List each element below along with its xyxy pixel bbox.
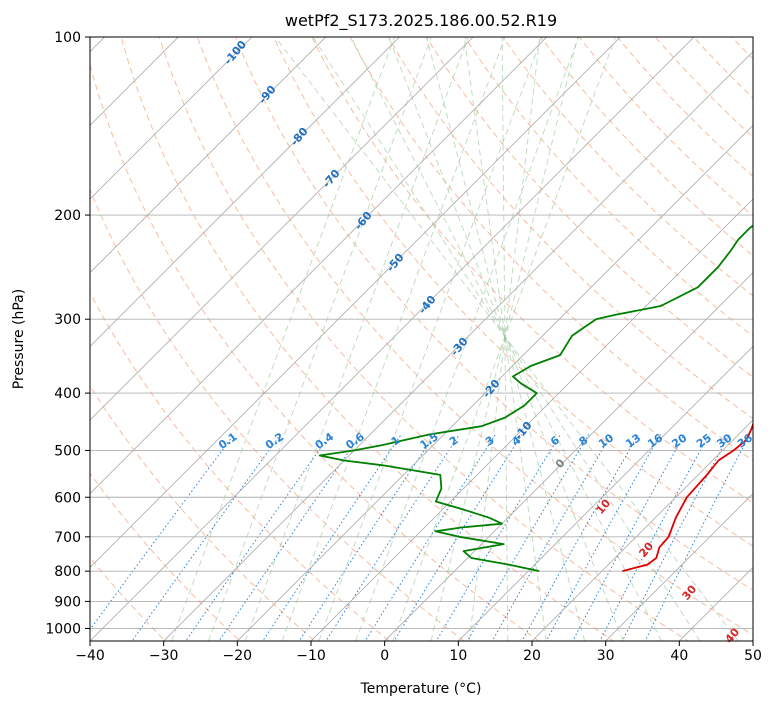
x-tick-label: 40 [670, 648, 688, 664]
dry-adiabat [90, 63, 540, 641]
isotherm-grid-line [531, 419, 753, 641]
y-tick-label: 800 [54, 564, 81, 580]
mixing-ratio-line [644, 434, 751, 641]
mixing-ratio-line [599, 434, 710, 641]
series-line-1 [622, 421, 753, 572]
moist-adiabat [468, 37, 541, 641]
dry-adiabat [349, 37, 753, 462]
mixing-ratio-line [521, 434, 639, 641]
moist-adiabat [425, 37, 586, 641]
chart-title: wetPf2_S173.2025.186.00.52.R19 [285, 11, 557, 31]
mixing-ratio-line [545, 434, 661, 641]
y-axis: 100 200 300 400 500 600 700 800 900 1000 [45, 30, 90, 637]
grid-lines [90, 37, 753, 641]
isotherm-grid-line [90, 37, 400, 347]
dry-adiabat [311, 37, 753, 504]
mixing-ratio-line [218, 434, 362, 641]
dry-adiabat [540, 37, 753, 257]
isotherm-grid-line [605, 493, 753, 641]
y-tick-label: 200 [54, 208, 81, 224]
moist-adiabat [501, 37, 509, 641]
x-tick-label: 10 [449, 648, 467, 664]
mixing-ratio-line [491, 434, 612, 641]
background-lines [90, 37, 753, 641]
series-layer [318, 224, 753, 572]
dry-adiabat [196, 37, 753, 636]
x-tick-label: −40 [75, 648, 105, 664]
dry-adiabat [502, 37, 753, 297]
dry-adiabat [235, 37, 753, 591]
plot-area [90, 37, 753, 641]
mixing-ratio-line [325, 434, 460, 641]
isotherm-grid-line [90, 37, 621, 568]
dry-adiabat [120, 37, 615, 641]
isotherm-grid-line [163, 51, 753, 641]
plot-frame [89, 36, 754, 642]
moist-adiabat [350, 37, 662, 641]
mixing-ratio-line [90, 434, 235, 631]
isotherm-grid-line [90, 37, 327, 274]
dry-adiabat [387, 37, 753, 420]
x-tick-label: −30 [149, 648, 179, 664]
dry-adiabat [425, 37, 753, 378]
x-axis-label: Temperature (°C) [360, 681, 482, 697]
dry-adiabat [90, 384, 316, 641]
moist-adiabat [430, 37, 579, 641]
mixing-ratio-line [298, 434, 436, 641]
x-tick-label: 0 [380, 648, 389, 664]
moist-adiabat [312, 37, 701, 641]
isotherm-grid-line [310, 198, 753, 641]
x-tick-label: 30 [597, 648, 615, 664]
mixing-ratio-line [131, 434, 282, 641]
x-axis: −40 −30 −20 −10 0 10 20 30 40 50 [75, 641, 762, 664]
y-tick-label: 400 [54, 386, 81, 402]
isotherm-grid-line [90, 37, 253, 200]
isotherm-grid-line [90, 37, 548, 495]
mixing-ratio-line [364, 434, 496, 641]
mixing-ratio-line [185, 434, 331, 641]
isotherm-grid-line [236, 124, 753, 641]
y-tick-label: 900 [54, 594, 81, 610]
moist-adiabat [463, 37, 547, 641]
isotherm-grid-line [90, 37, 474, 421]
y-axis-label: Pressure (hPa) [11, 289, 27, 389]
moist-adiabat [388, 37, 624, 641]
dry-adiabat [158, 37, 690, 641]
x-tick-label: 20 [523, 648, 541, 664]
y-tick-label: 1000 [45, 621, 81, 637]
y-tick-label: 700 [54, 530, 81, 546]
x-tick-label: −10 [296, 648, 326, 664]
series-line-2 [318, 224, 753, 572]
isotherm-grid-line [90, 37, 695, 641]
isotherm-grid-line [457, 345, 753, 641]
dry-adiabat [90, 188, 465, 641]
y-tick-label: 300 [54, 312, 81, 328]
dry-adiabat [616, 37, 753, 178]
y-tick-label: 100 [54, 30, 81, 46]
dry-adiabat [578, 37, 753, 217]
y-tick-label: 500 [54, 443, 81, 459]
mixing-ratio-line [572, 434, 685, 641]
x-tick-label: 50 [744, 648, 762, 664]
y-tick-label: 600 [54, 490, 81, 506]
x-tick-label: −20 [223, 648, 253, 664]
